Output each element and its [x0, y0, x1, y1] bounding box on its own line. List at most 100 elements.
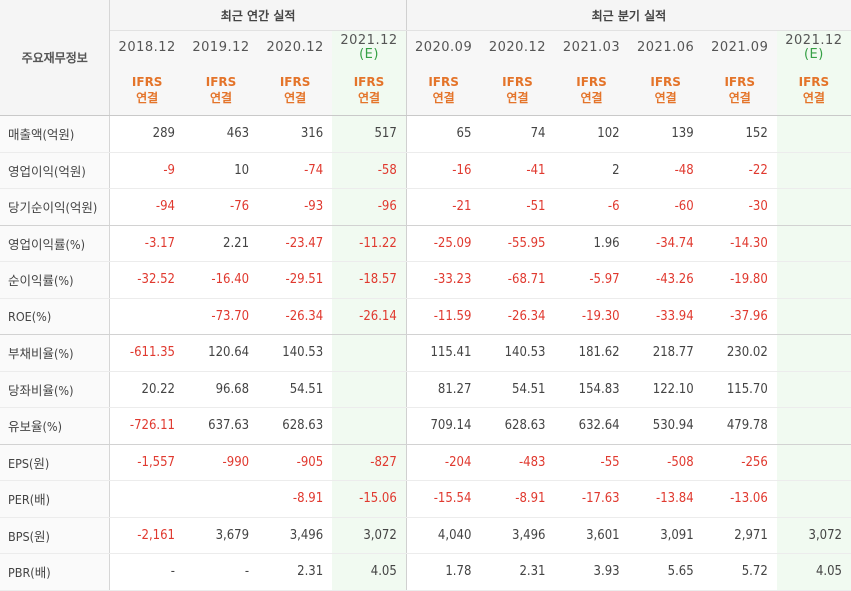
value-cell: [776, 188, 851, 226]
table-row: 유보율(%) -726.11 637.63 628.63 709.14 628.63 632…: [0, 407, 851, 445]
value-cell: -96: [332, 188, 407, 226]
value-cell: 54.51: [258, 371, 333, 408]
value-cell: 517: [332, 115, 407, 153]
value-cell: [332, 371, 407, 408]
ifrs-label: IFRS: [428, 74, 459, 89]
value-cell: -16.40: [183, 261, 259, 299]
value-cell: -204: [405, 444, 481, 481]
value-cell: -23.47: [258, 225, 333, 262]
consolidation-label: 연결: [284, 90, 307, 105]
value-cell: -33.23: [405, 261, 481, 299]
value-cell: -55.95: [480, 225, 555, 262]
value-cell: [776, 152, 851, 189]
value-cell: -: [183, 553, 259, 591]
value-cell: 3,072: [332, 517, 407, 554]
value-cell: -15.06: [332, 480, 407, 518]
accounting-basis-header: IFRS 연결: [183, 64, 259, 116]
period-header: 2021.09: [702, 30, 777, 64]
value-cell: 96.68: [183, 371, 259, 408]
value-cell: -60: [628, 188, 703, 226]
value-cell: 2.21: [183, 225, 259, 262]
value-cell: 54.51: [480, 371, 555, 408]
period-header: 2020.12: [480, 30, 555, 64]
value-cell: -256: [702, 444, 777, 481]
ifrs-label: IFRS: [353, 74, 385, 89]
value-cell: 3,496: [258, 517, 333, 554]
value-cell: 316: [258, 115, 333, 153]
value-cell: 230.02: [702, 334, 777, 372]
value-cell: -41: [480, 152, 555, 189]
value-cell: 20.22: [109, 371, 184, 408]
value-cell: [183, 480, 259, 518]
value-cell: -73.70: [183, 298, 259, 335]
value-cell: 1.78: [405, 553, 481, 591]
value-cell: 4.05: [776, 553, 851, 591]
value-cell: [109, 480, 184, 518]
period-header: 2020.12: [258, 30, 333, 64]
value-cell: -13.84: [628, 480, 703, 518]
ifrs-label: IFRS: [131, 74, 163, 89]
value-cell: [776, 261, 851, 299]
value-cell: 3,091: [628, 517, 703, 554]
value-cell: -33.94: [628, 298, 703, 335]
value-cell: 5.65: [628, 553, 703, 591]
value-cell: 181.62: [554, 334, 629, 372]
value-cell: -8.91: [258, 480, 333, 518]
consolidation-label: 연결: [506, 90, 529, 105]
value-cell: -26.14: [332, 298, 407, 335]
value-cell: 218.77: [628, 334, 703, 372]
table-row: 순이익률(%) -32.52 -16.40 -29.51 -18.57 -33.23 -68…: [0, 261, 851, 299]
value-cell: -905: [258, 444, 333, 481]
value-cell: -29.51: [258, 261, 333, 299]
value-cell: -48: [628, 152, 703, 189]
consolidation-label: 연결: [209, 90, 233, 105]
ifrs-label: IFRS: [502, 74, 533, 89]
value-cell: 120.64: [183, 334, 259, 372]
period-header: 2020.09: [405, 30, 481, 64]
period-label: 2021.09: [711, 39, 769, 55]
value-cell: -30: [702, 188, 777, 226]
value-cell: [776, 334, 851, 372]
accounting-basis-header: IFRS 연결: [554, 64, 629, 116]
value-cell: -827: [332, 444, 407, 481]
value-cell: 463: [183, 115, 259, 153]
value-cell: 2,971: [702, 517, 777, 554]
table-row: PER(배) -8.91 -15.06 -15.54 -8.91 -17.63 -13.84…: [0, 480, 851, 518]
consolidation-label: 연결: [357, 90, 381, 105]
period-header: 2021.12 (E): [332, 30, 407, 64]
period-header: 2021.12 (E): [776, 30, 851, 64]
value-cell: [776, 225, 851, 262]
value-cell: -18.57: [332, 261, 407, 299]
row-label-header: 주요재무정보: [0, 0, 111, 116]
value-cell: -726.11: [109, 407, 184, 445]
value-cell: 115.41: [405, 334, 481, 372]
metric-label: 유보율(%): [0, 407, 111, 445]
ifrs-label: IFRS: [724, 74, 755, 89]
value-cell: 102: [554, 115, 629, 153]
value-cell: 637.63: [183, 407, 259, 445]
value-cell: -13.06: [702, 480, 777, 518]
value-cell: [776, 480, 851, 518]
metric-label: BPS(원): [0, 517, 111, 554]
value-cell: [776, 115, 851, 153]
accounting-basis-header: IFRS 연결: [405, 64, 481, 116]
value-cell: [776, 298, 851, 335]
value-cell: -17.63: [554, 480, 629, 518]
value-cell: 2: [554, 152, 629, 189]
value-cell: -11.22: [332, 225, 407, 262]
period-label: 2020.12: [488, 39, 547, 55]
value-cell: 140.53: [258, 334, 333, 372]
metric-label: 영업이익(억원): [0, 152, 111, 189]
table-row: EPS(원) -1,557 -990 -905 -827 -204 -483 -55 -508-…: [0, 444, 851, 481]
value-cell: -32.52: [109, 261, 184, 299]
value-cell: -76: [183, 188, 259, 226]
table-row: 부채비율(%) -611.35 120.64 140.53 115.41 140.53 18…: [0, 334, 851, 372]
period-header: 2021.03: [554, 30, 629, 64]
value-cell: 289: [109, 115, 184, 153]
ifrs-label: IFRS: [576, 74, 607, 89]
accounting-basis-header: IFRS 연결: [480, 64, 555, 116]
value-cell: 139: [628, 115, 703, 153]
accounting-basis-header: IFRS 연결: [332, 64, 407, 116]
value-cell: -93: [258, 188, 333, 226]
